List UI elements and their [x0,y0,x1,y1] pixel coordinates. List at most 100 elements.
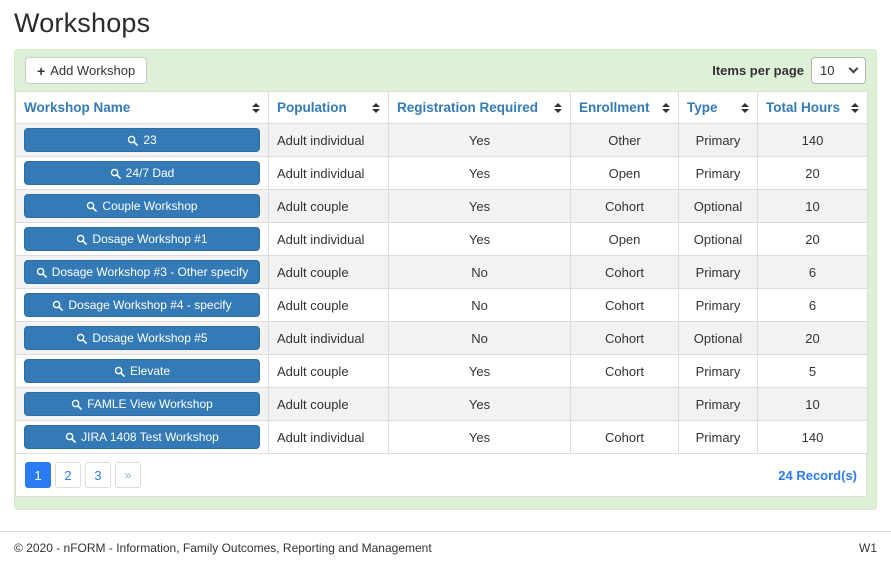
cell-total-hours: 20 [757,156,868,190]
record-count: 24 Record(s) [778,467,857,483]
cell-registration-required: Yes [388,354,571,388]
search-icon [77,333,88,344]
sort-icon[interactable] [741,102,749,113]
items-per-page-select[interactable]: 10 [811,57,866,84]
workshop-detail-button[interactable]: JIRA 1408 Test Workshop [24,425,260,449]
cell-enrollment: Other [570,123,679,157]
search-icon [110,168,121,179]
cell-type: Optional [678,189,758,223]
workshop-name: 24/7 Dad [125,166,175,180]
workshop-detail-button[interactable]: Couple Workshop [24,194,260,218]
workshop-detail-button[interactable]: Dosage Workshop #4 - specify [24,293,260,317]
page-button-3[interactable]: 3 [85,462,111,488]
cell-total-hours: 20 [757,222,868,256]
workshop-detail-button[interactable]: 23 [24,128,260,152]
column-label: Type [687,100,718,115]
column-label: Workshop Name [24,100,131,115]
cell-type: Optional [678,222,758,256]
column-header-type[interactable]: Type [678,91,758,124]
cell-enrollment [570,387,679,421]
cell-population: Adult couple [268,255,389,289]
workshop-detail-button[interactable]: Dosage Workshop #5 [24,326,260,350]
workshop-name: Dosage Workshop #4 - specify [68,298,232,312]
column-header-total-hours[interactable]: Total Hours [757,91,868,124]
page-button-1[interactable]: 1 [25,462,51,488]
cell-type: Optional [678,321,758,355]
workshop-detail-button[interactable]: Dosage Workshop #3 - Other specify [24,260,260,284]
cell-population: Adult couple [268,354,389,388]
cell-population: Adult couple [268,288,389,322]
workshop-name: Couple Workshop [102,199,198,213]
workshop-name: JIRA 1408 Test Workshop [81,430,219,444]
cell-population: Adult individual [268,222,389,256]
items-per-page-control: Items per page 10 [712,57,866,84]
cell-total-hours: 20 [757,321,868,355]
table-row: FAMLE View Workshop Adult couple Yes Pri… [15,387,868,421]
table-row: 23 Adult individual Yes Other Primary 14… [15,123,868,157]
search-icon [77,234,88,245]
search-icon [65,432,77,443]
cell-population: Adult individual [268,156,389,190]
table-toolbar: + Add Workshop Items per page 10 [15,50,876,91]
site-footer: © 2020 - nFORM - Information, Family Out… [0,531,891,555]
pagination: 1 2 3» [25,462,141,488]
cell-type: Primary [678,255,758,289]
workshop-detail-button[interactable]: Elevate [24,359,260,383]
column-header-registration-required[interactable]: Registration Required [388,91,571,124]
column-label: Enrollment [579,100,650,115]
next-page-button[interactable]: » [115,462,141,488]
cell-enrollment: Cohort [570,354,679,388]
cell-type: Primary [678,420,758,454]
table-row: Elevate Adult couple Yes Cohort Primary … [15,354,868,388]
cell-population: Adult individual [268,123,389,157]
workshops-panel: + Add Workshop Items per page 10 Worksho… [14,49,877,510]
cell-enrollment: Cohort [570,288,679,322]
workshops-table-container: Workshop Name Population Registration Requ… [15,91,868,497]
chevron-down-icon [848,63,859,74]
cell-total-hours: 6 [757,255,868,289]
cell-total-hours: 6 [757,288,868,322]
cell-total-hours: 10 [757,387,868,421]
column-header-workshop-name[interactable]: Workshop Name [15,91,269,124]
add-workshop-button[interactable]: + Add Workshop [25,57,148,84]
page-title: Workshops [14,8,151,38]
cell-registration-required: Yes [388,156,571,190]
workshop-name: FAMLE View Workshop [87,397,213,411]
cell-type: Primary [678,123,758,157]
cell-type: Primary [678,387,758,421]
table-header-row: Workshop Name Population Registration Requ… [15,91,868,124]
cell-registration-required: Yes [388,189,571,223]
cell-total-hours: 10 [757,189,868,223]
sort-icon[interactable] [662,102,670,113]
column-header-enrollment[interactable]: Enrollment [570,91,679,124]
column-header-population[interactable]: Population [268,91,389,124]
column-label: Registration Required [397,100,539,115]
cell-enrollment: Open [570,156,679,190]
cell-population: Adult couple [268,189,389,223]
search-icon [36,267,47,278]
sort-icon[interactable] [372,102,380,113]
add-workshop-label: Add Workshop [50,63,136,78]
items-per-page-label: Items per page [712,63,804,78]
sort-icon[interactable] [851,102,859,113]
version-label: W1 [859,541,877,555]
workshop-detail-button[interactable]: 24/7 Dad [24,161,260,185]
sort-icon[interactable] [252,102,260,113]
cell-enrollment: Cohort [570,189,679,223]
cell-enrollment: Cohort [570,255,679,289]
workshop-detail-button[interactable]: FAMLE View Workshop [24,392,260,416]
cell-type: Primary [678,354,758,388]
sort-icon[interactable] [554,102,562,113]
workshops-table-body: 23 Adult individual Yes Other Primary 14… [15,123,868,454]
cell-type: Primary [678,288,758,322]
table-row: 24/7 Dad Adult individual Yes Open Prima… [15,156,868,190]
table-row: Dosage Workshop #5 Adult individual No C… [15,321,868,355]
workshop-detail-button[interactable]: Dosage Workshop #1 [24,227,260,251]
workshop-name: Dosage Workshop #1 [92,232,208,246]
search-icon [128,135,139,146]
table-row: Dosage Workshop #1 Adult individual Yes … [15,222,868,256]
cell-population: Adult individual [268,420,389,454]
cell-registration-required: No [388,321,571,355]
page-button-2[interactable]: 2 [55,462,81,488]
cell-registration-required: Yes [388,420,571,454]
